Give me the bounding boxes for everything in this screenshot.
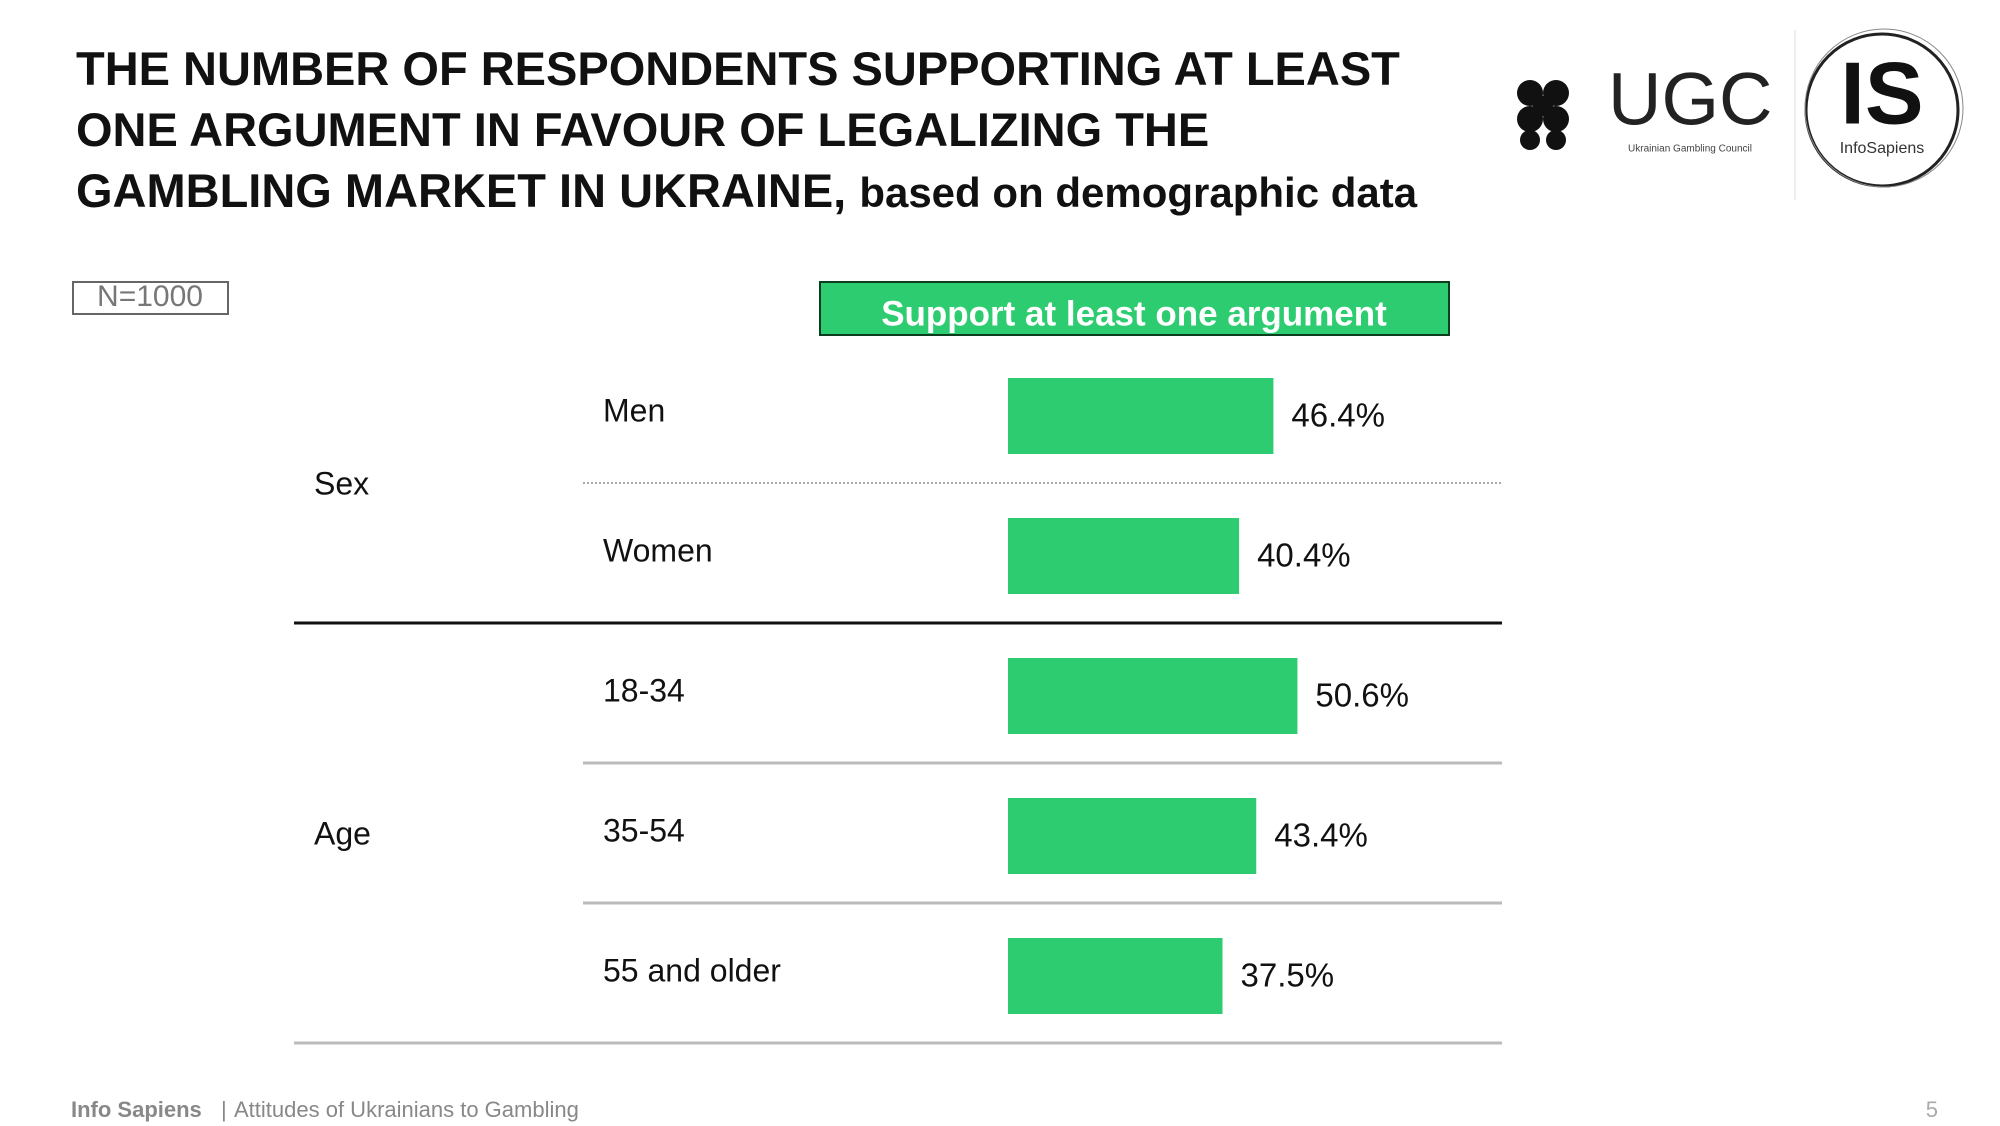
ugc-logo — [1517, 80, 1569, 150]
ugc-text: UGC — [1608, 58, 1772, 141]
bar — [1008, 798, 1257, 874]
value-label: 40.4% — [1257, 537, 1351, 574]
category-label: 55 and older — [603, 952, 781, 988]
value-label: 50.6% — [1315, 677, 1409, 714]
group-label: Age — [314, 815, 371, 851]
category-label: Men — [603, 392, 665, 428]
page-number: 5 — [1926, 1097, 1938, 1122]
bar — [1008, 518, 1240, 594]
footer-text: Attitudes of Ukrainians to Gambling — [234, 1097, 579, 1122]
title-main: THE NUMBER OF RESPONDENTS SUPPORTING AT … — [76, 42, 1400, 217]
column-header: Support at least one argument — [881, 294, 1387, 333]
footer-separator: | — [221, 1097, 227, 1122]
group-label: Sex — [314, 465, 369, 501]
category-label: 18-34 — [603, 672, 685, 708]
value-label: 37.5% — [1241, 957, 1335, 994]
category-label: 35-54 — [603, 812, 685, 848]
bar — [1008, 378, 1274, 454]
chart-title: THE NUMBER OF RESPONDENTS SUPPORTING AT … — [76, 38, 1476, 223]
sample-box — [72, 281, 229, 315]
bar — [1008, 658, 1298, 734]
is-ring — [1804, 32, 1960, 188]
is-caption: InfoSapiens — [1840, 140, 1925, 157]
sample-note: N=1000 — [97, 280, 203, 313]
column-header-box — [819, 281, 1450, 336]
ugc-caption: Ukrainian Gambling Council — [1628, 144, 1752, 155]
bar — [1008, 938, 1223, 1014]
is-text: IS — [1840, 43, 1923, 142]
chart-subtitle: based on demographic data — [859, 169, 1418, 216]
value-label: 43.4% — [1274, 817, 1368, 854]
is-ring-outer — [1804, 28, 1964, 188]
category-label: Women — [603, 532, 713, 568]
value-label: 46.4% — [1291, 397, 1385, 434]
footer-brand: Info Sapiens — [71, 1097, 202, 1122]
